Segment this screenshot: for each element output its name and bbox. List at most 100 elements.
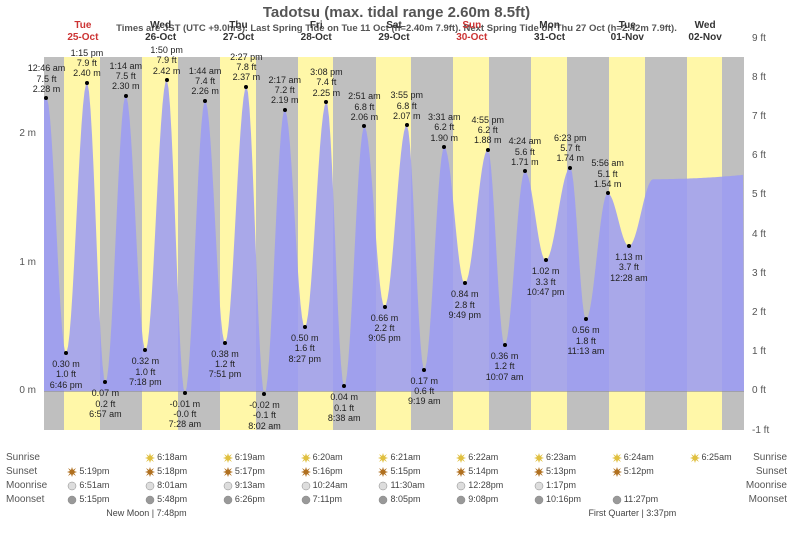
moon-icon: [67, 495, 77, 505]
day-label: Tue25-Oct: [44, 20, 122, 44]
sun-icon: [67, 467, 77, 477]
tide-point: [165, 78, 169, 82]
sunrise-time: 6:23am: [534, 452, 576, 463]
sun-icon: [145, 453, 155, 463]
day-label: Thu27-Oct: [200, 20, 278, 44]
y-tick-m: 2 m: [14, 128, 36, 139]
moonset-time: 5:15pm: [67, 494, 109, 505]
row-label-moonset-r: Moonset: [749, 494, 787, 505]
tide-point: [223, 341, 227, 345]
y-tick-ft: 6 ft: [752, 150, 774, 161]
plot-area: 0 m1 m2 m-1 ft0 ft1 ft2 ft3 ft4 ft5 ft6 …: [44, 40, 744, 430]
y-tick-ft: 9 ft: [752, 33, 774, 44]
moonset-time: 9:08pm: [456, 494, 498, 505]
tide-annotation: 1.13 m3.7 ft12:28 am: [607, 252, 651, 283]
y-tick-m: 1 m: [14, 257, 36, 268]
moon-phase-label: First Quarter | 3:37pm: [588, 508, 676, 518]
tide-point: [486, 148, 490, 152]
moon-icon: [456, 495, 466, 505]
tide-annotation: 5:56 am5.1 ft1.54 m: [586, 158, 630, 189]
sunrise-time: 6:24am: [612, 452, 654, 463]
moon-icon: [145, 481, 155, 491]
sunset-time: 5:15pm: [378, 466, 420, 477]
sunset-time: 5:14pm: [456, 466, 498, 477]
tide-annotation: 0.04 m0.1 ft8:38 am: [322, 392, 366, 423]
moon-icon: [301, 481, 311, 491]
sunrise-time: 6:22am: [456, 452, 498, 463]
tide-point: [283, 108, 287, 112]
moon-icon: [67, 481, 77, 491]
tide-annotation: 0.17 m0.6 ft9:19 am: [402, 376, 446, 407]
day-label: Fri28-Oct: [277, 20, 355, 44]
y-tick-ft: 4 ft: [752, 229, 774, 240]
moonrise-time: 8:01am: [145, 480, 187, 491]
sunrise-time: 6:18am: [145, 452, 187, 463]
moon-icon: [612, 495, 622, 505]
tide-annotation: 1.02 m3.3 ft10:47 pm: [524, 266, 568, 297]
sun-icon: [301, 467, 311, 477]
tide-annotation: 1:44 am7.4 ft2.26 m: [183, 66, 227, 97]
tide-annotation: 1:50 pm7.9 ft2.42 m: [145, 45, 189, 76]
row-label-sunset: Sunset: [6, 466, 37, 477]
tide-point: [85, 81, 89, 85]
y-tick-ft: 3 ft: [752, 268, 774, 279]
y-tick-m: 0 m: [14, 385, 36, 396]
sunset-time: 5:13pm: [534, 466, 576, 477]
sun-icon: [223, 453, 233, 463]
tide-annotation: 0.07 m0.2 ft6:57 am: [83, 388, 127, 419]
tide-point: [627, 244, 631, 248]
y-tick-ft: 7 ft: [752, 111, 774, 122]
day-label: Mon31-Oct: [511, 20, 589, 44]
tide-annotation: 1:15 pm7.9 ft2.40 m: [65, 48, 109, 79]
sunrise-time: 6:21am: [378, 452, 420, 463]
tide-annotation: 0.30 m1.0 ft6:46 pm: [44, 359, 88, 390]
sunset-time: 5:12pm: [612, 466, 654, 477]
row-label-sunrise-r: Sunrise: [753, 452, 787, 463]
sunrise-time: 6:19am: [223, 452, 265, 463]
tide-annotation: 0.66 m2.2 ft9:05 pm: [363, 313, 407, 344]
y-tick-ft: 5 ft: [752, 189, 774, 200]
tide-point: [503, 343, 507, 347]
tide-annotation: 4:24 am5.6 ft1.71 m: [503, 136, 547, 167]
day-label: Sat29-Oct: [355, 20, 433, 44]
sun-icon: [456, 467, 466, 477]
y-tick-ft: 1 ft: [752, 346, 774, 357]
sunset-time: 5:17pm: [223, 466, 265, 477]
moonrise-time: 9:13am: [223, 480, 265, 491]
day-label: Tue01-Nov: [588, 20, 666, 44]
row-label-moonset: Moonset: [6, 494, 44, 505]
tide-point: [544, 258, 548, 262]
moonset-time: 11:27pm: [612, 494, 658, 505]
moonrise-time: 12:28pm: [456, 480, 503, 491]
moonset-time: 10:16pm: [534, 494, 581, 505]
sunrise-time: 6:25am: [690, 452, 732, 463]
row-label-moonrise-r: Moonrise: [746, 480, 787, 491]
tide-chart: Tadotsu (max. tidal range 2.60m 8.5ft) T…: [0, 0, 793, 539]
moon-icon: [534, 481, 544, 491]
moon-icon: [145, 495, 155, 505]
sun-icon: [378, 453, 388, 463]
tide-annotation: 0.84 m2.8 ft9:49 pm: [443, 289, 487, 320]
sunrise-time: 6:20am: [301, 452, 343, 463]
y-tick-ft: 0 ft: [752, 385, 774, 396]
tide-point: [568, 166, 572, 170]
tide-point: [405, 123, 409, 127]
moonrise-time: 10:24am: [301, 480, 348, 491]
sun-icon: [534, 467, 544, 477]
sun-icon: [534, 453, 544, 463]
sunset-time: 5:18pm: [145, 466, 187, 477]
sunset-time: 5:19pm: [67, 466, 109, 477]
tide-annotation: 1:14 am7.5 ft2.30 m: [104, 61, 148, 92]
tide-annotation: 0.38 m1.2 ft7:51 pm: [203, 349, 247, 380]
moonrise-time: 6:51am: [67, 480, 109, 491]
sun-icon: [145, 467, 155, 477]
row-label-moonrise: Moonrise: [6, 480, 47, 491]
y-tick-ft: -1 ft: [752, 425, 774, 436]
sun-icon: [612, 453, 622, 463]
sun-icon: [378, 467, 388, 477]
tide-point: [422, 368, 426, 372]
moonset-time: 7:11pm: [301, 494, 342, 505]
sun-icon: [612, 467, 622, 477]
moon-icon: [223, 495, 233, 505]
y-tick-ft: 2 ft: [752, 307, 774, 318]
